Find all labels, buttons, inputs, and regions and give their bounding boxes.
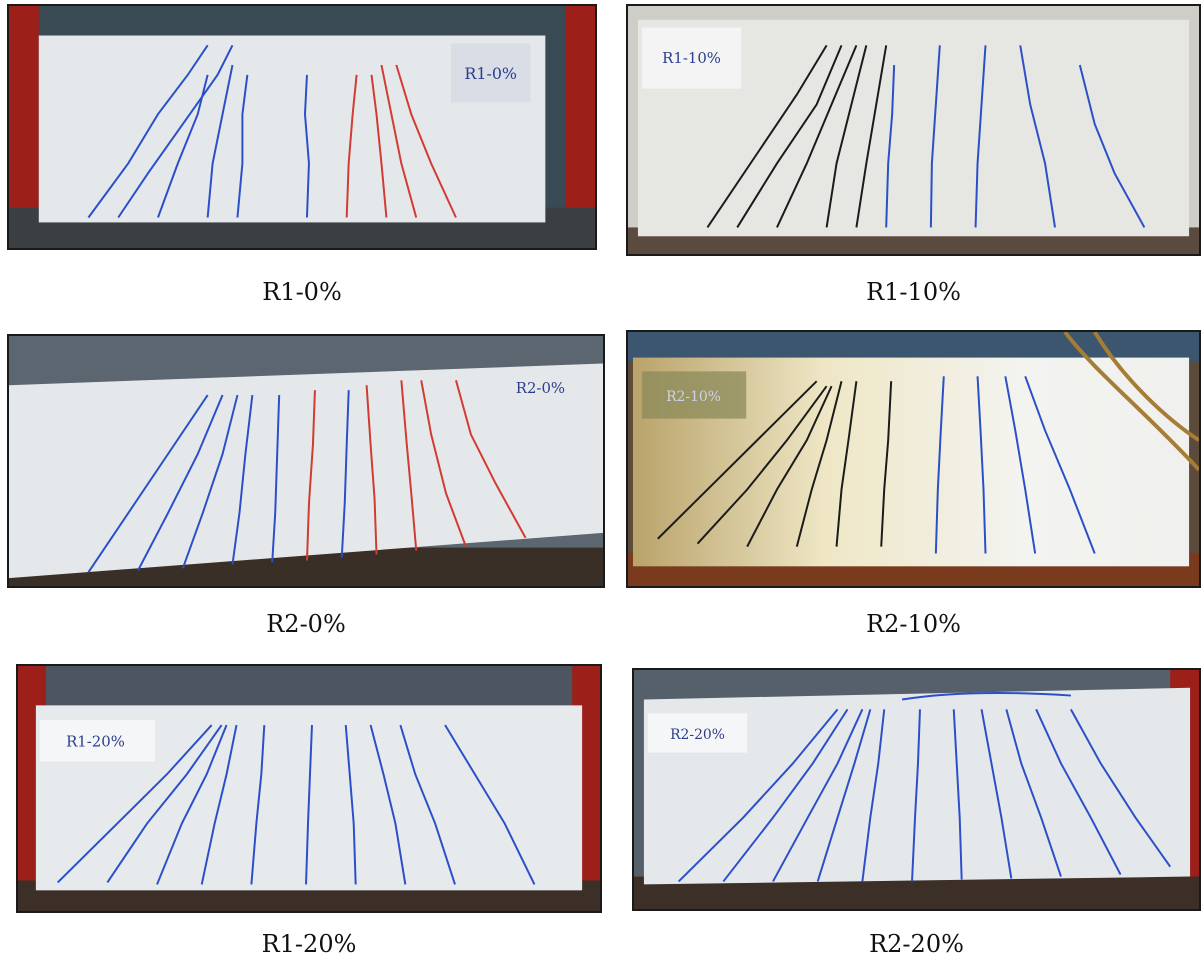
beam-label-r1-20: R1-20% — [66, 734, 125, 751]
beam-label-r2-0: R2-0% — [516, 380, 565, 397]
beam-label-r2-10: R2-10% — [666, 389, 721, 405]
beam-photo-r2-10: R2-10% — [626, 330, 1201, 588]
caption-r1-20: R1-20% — [261, 930, 357, 958]
caption-r2-10: R2-10% — [866, 610, 961, 638]
beam-photo-r1-10: R1-10% — [626, 4, 1201, 256]
beam-label-r1-0: R1-0% — [464, 64, 517, 83]
beam-label-r2-20: R2-20% — [670, 727, 725, 743]
beam-photo-r2-0: R2-0% — [7, 334, 605, 588]
beam-photo-r1-0: R1-0% — [7, 4, 597, 250]
caption-r1-10: R1-10% — [866, 278, 961, 306]
beam-photo-r1-20: R1-20% — [16, 664, 602, 913]
beam-photo-r2-20: R2-20% — [632, 668, 1201, 911]
caption-r1-0: R1-0% — [262, 278, 342, 306]
caption-r2-20: R2-20% — [869, 930, 964, 958]
caption-r2-0: R2-0% — [266, 610, 346, 638]
beam-label-r1-10: R1-10% — [662, 50, 721, 67]
